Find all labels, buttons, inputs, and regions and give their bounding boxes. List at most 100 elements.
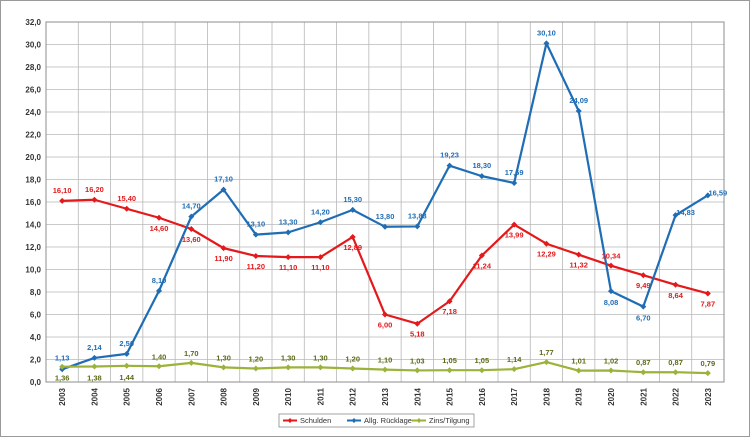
x-tick-label: 2008 bbox=[220, 387, 229, 405]
data-label: 1,38 bbox=[87, 373, 102, 382]
data-label: 6,70 bbox=[636, 314, 651, 323]
data-label: 5,18 bbox=[410, 330, 425, 339]
y-tick-label: 20,0 bbox=[25, 153, 41, 162]
data-label: 1,30 bbox=[216, 353, 231, 362]
x-tick-label: 2019 bbox=[575, 387, 584, 405]
legend-swatch-marker bbox=[351, 418, 357, 423]
data-point bbox=[188, 359, 195, 366]
data-label: 24,09 bbox=[569, 96, 588, 105]
data-point bbox=[414, 223, 421, 230]
data-point bbox=[156, 363, 162, 370]
data-point bbox=[91, 196, 98, 203]
x-tick-label: 2011 bbox=[316, 387, 325, 405]
data-point bbox=[285, 229, 292, 236]
y-tick-label: 10,0 bbox=[25, 266, 41, 275]
data-point bbox=[382, 223, 388, 230]
x-tick-label: 2009 bbox=[252, 387, 261, 405]
axes: 0,0 2,0 4,0 6,0 8,0 10,0 12,0 14,0 16,0 18,0 20,0 2… bbox=[25, 18, 725, 406]
data-point bbox=[414, 367, 421, 374]
data-label: 16,59 bbox=[708, 188, 727, 197]
data-label: 16,10 bbox=[53, 186, 72, 195]
y-tick-label: 0,0 bbox=[30, 378, 42, 387]
data-point bbox=[672, 281, 679, 288]
data-label: 7,87 bbox=[701, 299, 716, 308]
data-label: 1,77 bbox=[539, 348, 554, 357]
data-label: 17,69 bbox=[505, 168, 524, 177]
data-label: 1,14 bbox=[507, 355, 522, 364]
data-label: 19,23 bbox=[440, 151, 459, 160]
data-label: 18,30 bbox=[472, 161, 491, 170]
data-label: 14,83 bbox=[676, 208, 695, 217]
data-point bbox=[672, 369, 679, 376]
x-tick-label: 2016 bbox=[478, 387, 487, 405]
data-label: 6,00 bbox=[378, 321, 393, 330]
legend: Schulden Allg. Rücklage Zins/Tilgung bbox=[278, 413, 475, 428]
x-tick-label: 2018 bbox=[542, 387, 551, 405]
data-point bbox=[704, 192, 711, 199]
data-label: 8,64 bbox=[668, 291, 683, 300]
data-point bbox=[414, 320, 421, 327]
data-label: 11,10 bbox=[279, 263, 297, 272]
data-point bbox=[478, 367, 485, 374]
legend-label: Schulden bbox=[300, 416, 331, 425]
data-label: 13,30 bbox=[279, 217, 298, 226]
data-label: 1,20 bbox=[249, 355, 264, 364]
x-tick-label: 2004 bbox=[90, 387, 99, 405]
data-point bbox=[704, 290, 711, 297]
data-point bbox=[252, 253, 259, 259]
data-label: 30,10 bbox=[537, 28, 556, 37]
data-label: 0,79 bbox=[701, 359, 716, 368]
data-point bbox=[91, 363, 98, 370]
y-tick-label: 26,0 bbox=[25, 86, 41, 95]
data-point bbox=[59, 197, 66, 204]
x-tick-label: 2014 bbox=[413, 387, 422, 405]
data-label: 13,10 bbox=[246, 220, 265, 229]
data-label: 1,05 bbox=[475, 356, 490, 365]
data-label: 9,49 bbox=[636, 281, 651, 290]
data-point bbox=[252, 365, 259, 372]
data-point bbox=[317, 219, 324, 226]
data-label: 0,87 bbox=[668, 358, 683, 367]
data-point bbox=[608, 367, 614, 374]
data-point bbox=[446, 298, 453, 305]
data-label: 10,34 bbox=[602, 252, 622, 261]
data-label: 7,18 bbox=[442, 307, 457, 316]
data-label: 1,44 bbox=[119, 373, 134, 382]
data-point bbox=[640, 369, 647, 376]
data-point bbox=[575, 367, 582, 374]
data-point bbox=[91, 354, 98, 361]
data-point bbox=[640, 303, 647, 310]
data-label: 15,40 bbox=[117, 194, 136, 203]
data-label: 11,10 bbox=[311, 263, 329, 272]
x-tick-label: 2023 bbox=[704, 387, 713, 405]
data-point bbox=[511, 179, 518, 186]
data-point bbox=[349, 365, 356, 372]
data-label: 1,20 bbox=[345, 355, 360, 364]
data-point bbox=[478, 252, 485, 259]
data-label: 11,32 bbox=[570, 261, 588, 270]
x-tick-label: 2007 bbox=[187, 387, 196, 405]
data-point bbox=[252, 231, 259, 238]
x-tick-label: 2006 bbox=[155, 387, 164, 405]
data-point bbox=[317, 364, 324, 371]
x-tick-label: 2022 bbox=[672, 387, 681, 405]
x-tick-label: 2012 bbox=[349, 387, 358, 405]
data-point bbox=[349, 233, 356, 240]
plot-area bbox=[45, 21, 725, 383]
x-tick-label: 2013 bbox=[381, 387, 390, 405]
data-point bbox=[317, 254, 324, 261]
data-label: 11,90 bbox=[214, 254, 232, 263]
x-tick-label: 2005 bbox=[123, 387, 132, 405]
data-label: 11,20 bbox=[247, 262, 265, 271]
x-tick-label: 2021 bbox=[639, 387, 648, 405]
data-label: 13,80 bbox=[376, 212, 395, 221]
data-label: 8,08 bbox=[604, 298, 619, 307]
data-label: 1,13 bbox=[55, 353, 70, 362]
data-label: 1,10 bbox=[378, 356, 393, 365]
data-point bbox=[59, 363, 66, 370]
data-label: 13,83 bbox=[408, 211, 427, 220]
y-tick-label: 12,0 bbox=[25, 243, 41, 252]
data-label: 1,36 bbox=[55, 374, 70, 383]
